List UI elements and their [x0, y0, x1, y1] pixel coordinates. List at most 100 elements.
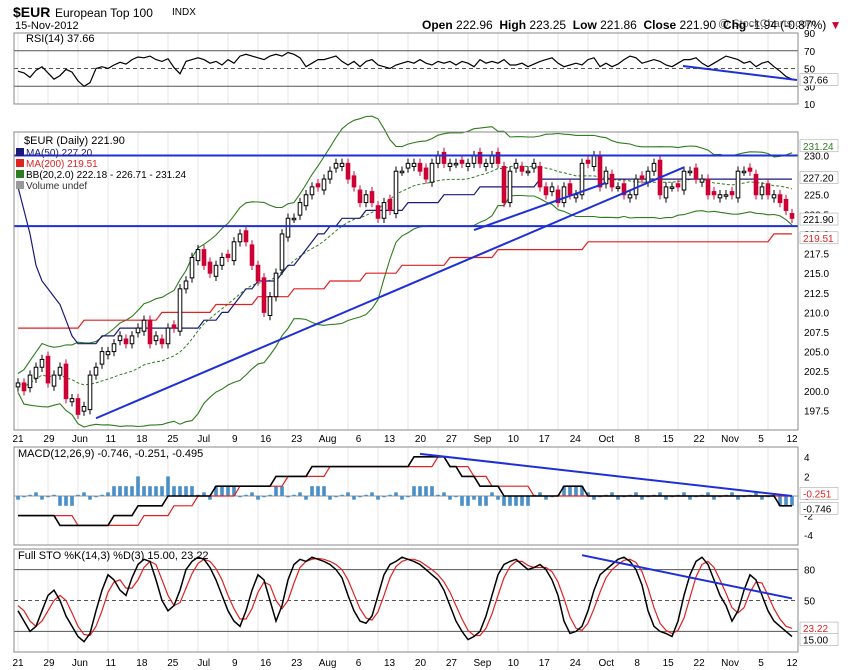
price-candle	[741, 170, 747, 174]
price-candle	[585, 159, 591, 164]
macd-histogram-bar	[688, 496, 692, 500]
macd-histogram-bar	[400, 496, 404, 500]
macd-histogram-bar	[478, 496, 482, 506]
macd-tick-label: 4	[804, 453, 810, 464]
macd-histogram-bar	[790, 496, 794, 506]
bollinger-upper-band	[17, 115, 793, 374]
rsi-line	[17, 51, 793, 88]
macd-histogram-bar	[232, 486, 236, 496]
x-axis-label-bottom: 9	[232, 658, 238, 669]
macd-histogram-bar	[52, 494, 56, 496]
price-candle	[561, 186, 567, 204]
x-axis-label: Jul	[197, 434, 210, 445]
price-candle	[207, 261, 213, 274]
rsi-tick-label: 30	[804, 82, 816, 93]
price-candle	[651, 162, 657, 172]
price-candle	[189, 256, 195, 279]
price-candle	[33, 366, 39, 379]
price-candle	[291, 217, 297, 221]
macd-histogram-bar	[526, 496, 530, 506]
macd-signal-tag-box	[799, 487, 839, 500]
rsi-tick-label: 50	[804, 65, 816, 76]
x-axis-label: 5	[758, 434, 764, 445]
macd-histogram-bar	[244, 494, 248, 496]
price-candle	[345, 162, 351, 180]
x-axis-label-bottom: 17	[539, 658, 551, 669]
high-value: 223.25	[529, 18, 567, 32]
price-candle	[531, 162, 537, 169]
macd-histogram-bar	[712, 496, 716, 500]
price-candle	[753, 173, 759, 196]
x-axis-label-bottom: 8	[634, 658, 640, 669]
x-axis-label: Jun	[72, 434, 88, 445]
macd-histogram-bar	[736, 496, 740, 500]
macd-histogram-bar	[202, 492, 206, 496]
price-candle	[609, 173, 615, 188]
price-tick-label: 205.0	[804, 348, 829, 359]
price-candle	[87, 374, 93, 411]
macd-histogram-bar	[580, 486, 584, 496]
macd-histogram-bar	[388, 494, 392, 496]
price-candle	[21, 382, 27, 392]
ma200-tag-box	[799, 231, 839, 245]
price-candle	[405, 162, 411, 169]
chg-label: Chg	[722, 18, 747, 32]
price-tick-label: 210.0	[804, 308, 829, 319]
price-candle	[249, 244, 255, 266]
price-candle	[621, 183, 627, 196]
price-candle	[273, 272, 279, 298]
macd-histogram-bar	[130, 486, 134, 496]
price-candle	[75, 398, 81, 415]
macd-histogram-bar	[436, 494, 440, 496]
macd-histogram-bar	[370, 492, 374, 496]
price-candle	[597, 155, 603, 188]
close-label: Close	[643, 18, 677, 32]
price-candle	[171, 324, 177, 329]
macd-histogram-bar	[118, 486, 122, 496]
macd-histogram-bar	[448, 496, 452, 500]
x-axis-label-bottom: 21	[12, 658, 24, 669]
macd-histogram-bar	[472, 496, 476, 500]
price-candle	[639, 175, 645, 180]
index-name: European Top 100	[55, 6, 153, 20]
x-axis-label-bottom: 11	[106, 658, 117, 669]
price-candle	[411, 162, 417, 168]
price-candle	[513, 162, 519, 169]
price-candle	[63, 363, 69, 400]
macd-tick-label: 2	[804, 472, 810, 483]
price-candle	[93, 366, 99, 376]
macd-histogram-bar	[514, 496, 518, 506]
bb-legend: BB(20,2.0) 222.18 - 226.71 - 231.24	[26, 170, 187, 181]
price-candle	[39, 358, 45, 368]
x-axis-label: 15	[663, 434, 675, 445]
macd-histogram-bar	[88, 496, 92, 500]
ma200-tag: 219.51	[803, 234, 834, 245]
price-candle	[735, 170, 741, 199]
macd-histogram-bar	[238, 496, 242, 498]
price-candle	[717, 194, 723, 199]
macd-histogram-bar	[310, 486, 314, 496]
macd-histogram-bar	[574, 486, 578, 496]
macd-histogram-bar	[484, 496, 488, 506]
price-candle	[591, 155, 597, 168]
price-candle	[309, 186, 315, 196]
x-axis-label-bottom: 23	[291, 658, 303, 669]
x-axis-label-bottom: 15	[663, 658, 675, 669]
price-candle	[99, 351, 105, 365]
x-axis-label: 23	[291, 434, 303, 445]
macd-histogram-bar	[262, 496, 266, 498]
rsi-panel-frame	[13, 32, 799, 105]
macd-histogram-bar	[112, 486, 116, 496]
rsi-tick-label: 70	[804, 47, 816, 58]
price-candle	[231, 241, 237, 262]
price-candle	[429, 162, 435, 183]
macd-histogram-bar	[106, 492, 110, 496]
price-candle	[57, 366, 63, 376]
macd-histogram-bar	[562, 486, 566, 496]
macd-histogram-bar	[706, 492, 710, 496]
macd-histogram-bar	[658, 492, 662, 496]
price-tick-label: 212.5	[804, 289, 829, 300]
macd-histogram-bar	[268, 494, 272, 496]
price-candle	[129, 335, 135, 345]
bb-upper-tag: 231.24	[803, 142, 834, 153]
